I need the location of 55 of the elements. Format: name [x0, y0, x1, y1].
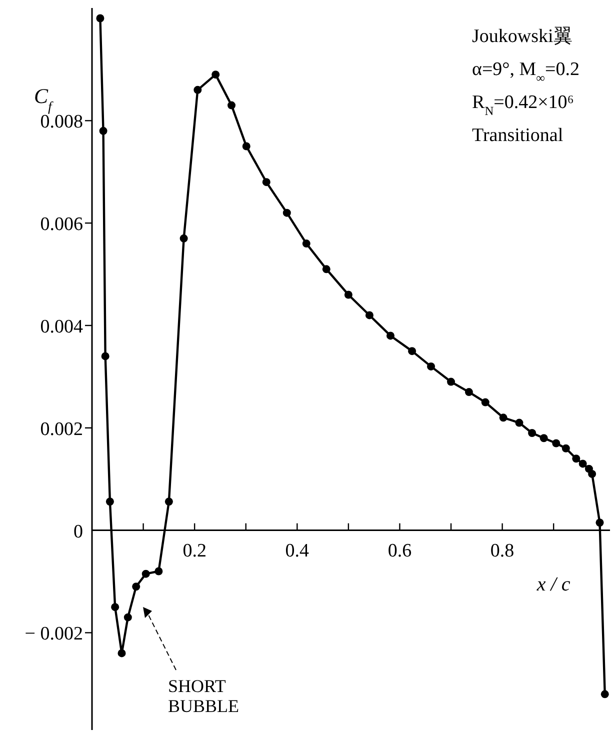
point	[212, 70, 220, 79]
y-tick-label: 0.006	[40, 214, 83, 236]
point	[111, 603, 120, 612]
annotation: SHORT BUBBLE	[168, 676, 240, 716]
point	[96, 14, 104, 22]
point	[515, 418, 524, 427]
point	[344, 290, 352, 299]
annotation: α=9°, M$_{∞}$=0.2	[472, 59, 580, 85]
point	[600, 690, 609, 698]
point	[132, 582, 140, 591]
point	[464, 388, 473, 396]
point	[578, 460, 587, 468]
x-tick-label: 0.8	[490, 540, 514, 562]
point	[302, 240, 310, 248]
point	[588, 470, 596, 478]
x-tick-label: 0.4	[285, 540, 310, 562]
y-tick-label: 0	[74, 521, 83, 542]
point	[99, 126, 108, 135]
y-tick-label: 0.002	[40, 418, 83, 440]
point	[427, 362, 436, 370]
point	[194, 86, 202, 94]
point	[365, 311, 374, 320]
point	[562, 444, 570, 452]
point	[106, 498, 114, 506]
point	[118, 649, 126, 658]
point	[386, 332, 394, 340]
y-tick-label: 0.004	[40, 316, 84, 338]
point	[154, 567, 163, 576]
annotation: Joukowski翼	[472, 26, 572, 47]
point	[262, 178, 270, 186]
point	[572, 454, 580, 463]
point	[481, 398, 490, 406]
point	[282, 208, 291, 217]
point	[180, 234, 188, 242]
annotation: Transitional	[472, 125, 564, 146]
x-tick-label: 0.2	[182, 540, 206, 562]
point	[322, 265, 330, 274]
point	[242, 142, 250, 150]
point	[408, 347, 416, 356]
annotation: R$_{N}$=0.42×10⁶	[472, 92, 574, 118]
point	[540, 434, 548, 442]
point	[447, 378, 456, 386]
point	[499, 414, 508, 422]
point	[552, 439, 560, 448]
point	[528, 429, 536, 438]
x-axis-title: x / c	[536, 573, 570, 596]
y-tick-label: − 0.002	[24, 624, 83, 645]
point	[124, 613, 132, 622]
point	[228, 101, 236, 110]
y-axis-title: C$_{f}$	[34, 84, 54, 114]
point	[101, 352, 110, 360]
point	[596, 518, 604, 527]
x-tick-label: 0.6	[388, 540, 412, 562]
point	[164, 498, 173, 506]
point	[142, 570, 150, 578]
